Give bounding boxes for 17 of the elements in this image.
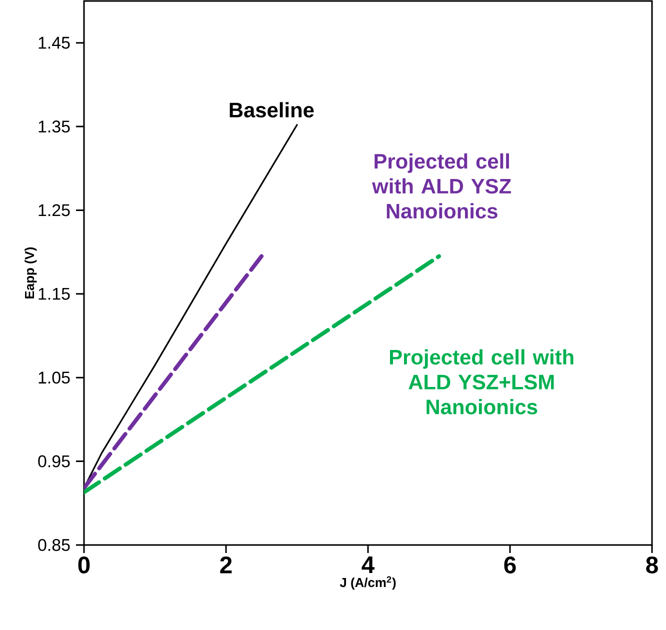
x-tick-label: 0 xyxy=(78,556,90,574)
x-tick-label: 8 xyxy=(646,556,658,574)
y-tick-label: 1.05 xyxy=(38,372,70,384)
y-tick-label: 0.95 xyxy=(38,455,70,468)
text: Projected cell with ALD YSZ+LSM Nanoionics xyxy=(390,349,574,414)
y-tick-label: 1.45 xyxy=(38,36,70,49)
x-tick-label: 2 xyxy=(220,556,232,574)
y-tick-label: 1.35 xyxy=(38,120,70,133)
x-tick-label: 4 xyxy=(362,556,375,573)
x-tick-label: 6 xyxy=(504,556,516,574)
x-axis-title: J (A/cm$^{2}$) xyxy=(340,576,396,590)
text: Projected cell with ALD YSZ Nanoionics xyxy=(372,153,511,219)
y-tick-label: 1.25 xyxy=(38,204,70,216)
y-axis-title: Eapp (V) xyxy=(24,247,37,298)
series-label: Baseline xyxy=(230,102,314,118)
y-tick-label: 0.85 xyxy=(38,539,70,551)
y-tick-label: 1.15 xyxy=(38,288,70,300)
